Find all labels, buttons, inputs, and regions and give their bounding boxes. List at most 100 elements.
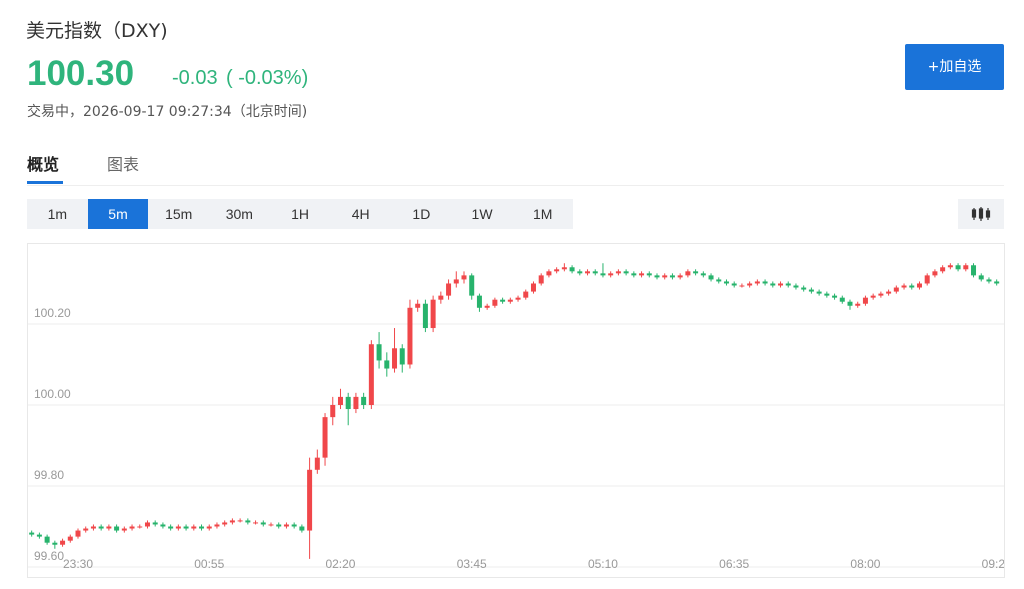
candle-body: [129, 526, 135, 529]
candle-body: [345, 396, 351, 410]
interval[interactable]: 5m: [87, 199, 149, 229]
status: 交易中，2026-09-17 09:27:34（北京时间): [27, 104, 308, 120]
candle-body: [901, 285, 907, 288]
candle-body: [121, 528, 127, 531]
candle-body: [461, 275, 467, 280]
candle-body: [955, 265, 961, 270]
interval[interactable]: 1M: [532, 206, 553, 222]
chart-type-button[interactable]: [958, 199, 1004, 229]
candle-body: [299, 526, 305, 531]
interval-bar: 1m 5m 15m 30m 1H 4H 1D 1W 1M: [27, 199, 573, 229]
candle-body: [639, 273, 645, 276]
candle-body: [963, 265, 969, 270]
x-tick-label: 06:35: [719, 557, 749, 571]
candle-body: [523, 291, 529, 298]
candle-body: [739, 285, 745, 287]
candle-body: [353, 396, 359, 410]
candle-body: [685, 271, 691, 276]
candle-body: [453, 279, 459, 284]
candle-body: [878, 293, 884, 296]
candle-body: [754, 281, 760, 284]
candle-body: [114, 526, 120, 531]
x-tick-label: 08:00: [850, 557, 880, 571]
candle-body: [268, 524, 274, 526]
tab[interactable]: 概览: [27, 155, 60, 174]
x-tick-label: 03:45: [457, 557, 487, 571]
candle-body: [83, 528, 89, 531]
candle-body: [476, 295, 482, 308]
candle-body: [214, 524, 220, 527]
candle-body: [283, 524, 289, 527]
candle-body: [801, 287, 807, 290]
candle-body: [600, 273, 606, 276]
candle-body: [75, 530, 81, 537]
candle-body: [422, 303, 428, 329]
candle-body: [484, 305, 490, 308]
candle-body: [90, 526, 96, 529]
candle-body: [407, 307, 413, 365]
candle-body: [253, 522, 259, 524]
candle-body: [291, 524, 297, 527]
candle-body: [893, 287, 899, 292]
candle-body: [700, 273, 706, 276]
candle-body: [430, 299, 436, 329]
candle-body: [199, 526, 205, 529]
interval[interactable]: 1D: [412, 206, 431, 222]
separator: [27, 185, 1004, 186]
candle-body: [36, 534, 42, 537]
y-tick-label: 99.60: [34, 549, 64, 563]
candle-body: [538, 275, 544, 284]
interval[interactable]: 1m: [47, 206, 68, 222]
candle-body: [862, 297, 868, 304]
candle-body: [723, 281, 729, 284]
candle-body: [152, 522, 158, 525]
candle-body: [855, 303, 861, 306]
candle-body: [276, 524, 282, 527]
candle-body: [361, 396, 367, 405]
candle-body: [986, 279, 992, 282]
interval[interactable]: 15m: [165, 206, 193, 222]
candle-body: [762, 281, 768, 284]
candle-body: [469, 275, 475, 296]
interval[interactable]: 1H: [291, 206, 309, 222]
candle-body: [778, 283, 784, 286]
interval[interactable]: 4H: [351, 206, 370, 222]
candle-body: [909, 285, 915, 288]
candle-body: [144, 522, 150, 527]
candle-body: [916, 283, 922, 288]
candle-body: [137, 526, 143, 528]
x-tick-label: 00:55: [194, 557, 224, 571]
candle-body: [662, 275, 668, 278]
candle-body: [44, 536, 50, 543]
candle-body: [183, 526, 189, 529]
candle-body: [708, 275, 714, 280]
candle-body: [245, 520, 251, 523]
candle-body: [615, 271, 621, 274]
title: 美元指数（DXY): [26, 20, 168, 42]
candle-body: [52, 542, 58, 545]
candle-body: [971, 265, 977, 276]
candle-body: [160, 524, 166, 527]
candle-body: [631, 273, 637, 276]
interval[interactable]: 30m: [225, 206, 253, 222]
y-tick-label: 99.80: [34, 468, 64, 482]
candle-body: [314, 457, 320, 470]
candle-body: [67, 536, 73, 541]
y-tick-label: 100.00: [34, 387, 71, 401]
x-tick-label: 02:20: [325, 557, 355, 571]
candle-body: [669, 275, 675, 278]
candle-body: [947, 265, 953, 268]
x-tick-label: 23:30: [63, 557, 93, 571]
candle-body: [415, 303, 421, 308]
candle-body: [924, 275, 930, 284]
candle-body: [577, 271, 583, 274]
candle-body: [731, 283, 737, 286]
candle-body: [770, 283, 776, 286]
tab-indicator: [27, 181, 63, 184]
candle-body: [847, 301, 853, 306]
change-pct: ( -0.03%): [226, 67, 309, 89]
add-watchlist-button[interactable]: +加自选: [905, 44, 1004, 90]
tab[interactable]: 图表: [107, 155, 140, 174]
interval[interactable]: 1W: [471, 206, 493, 222]
